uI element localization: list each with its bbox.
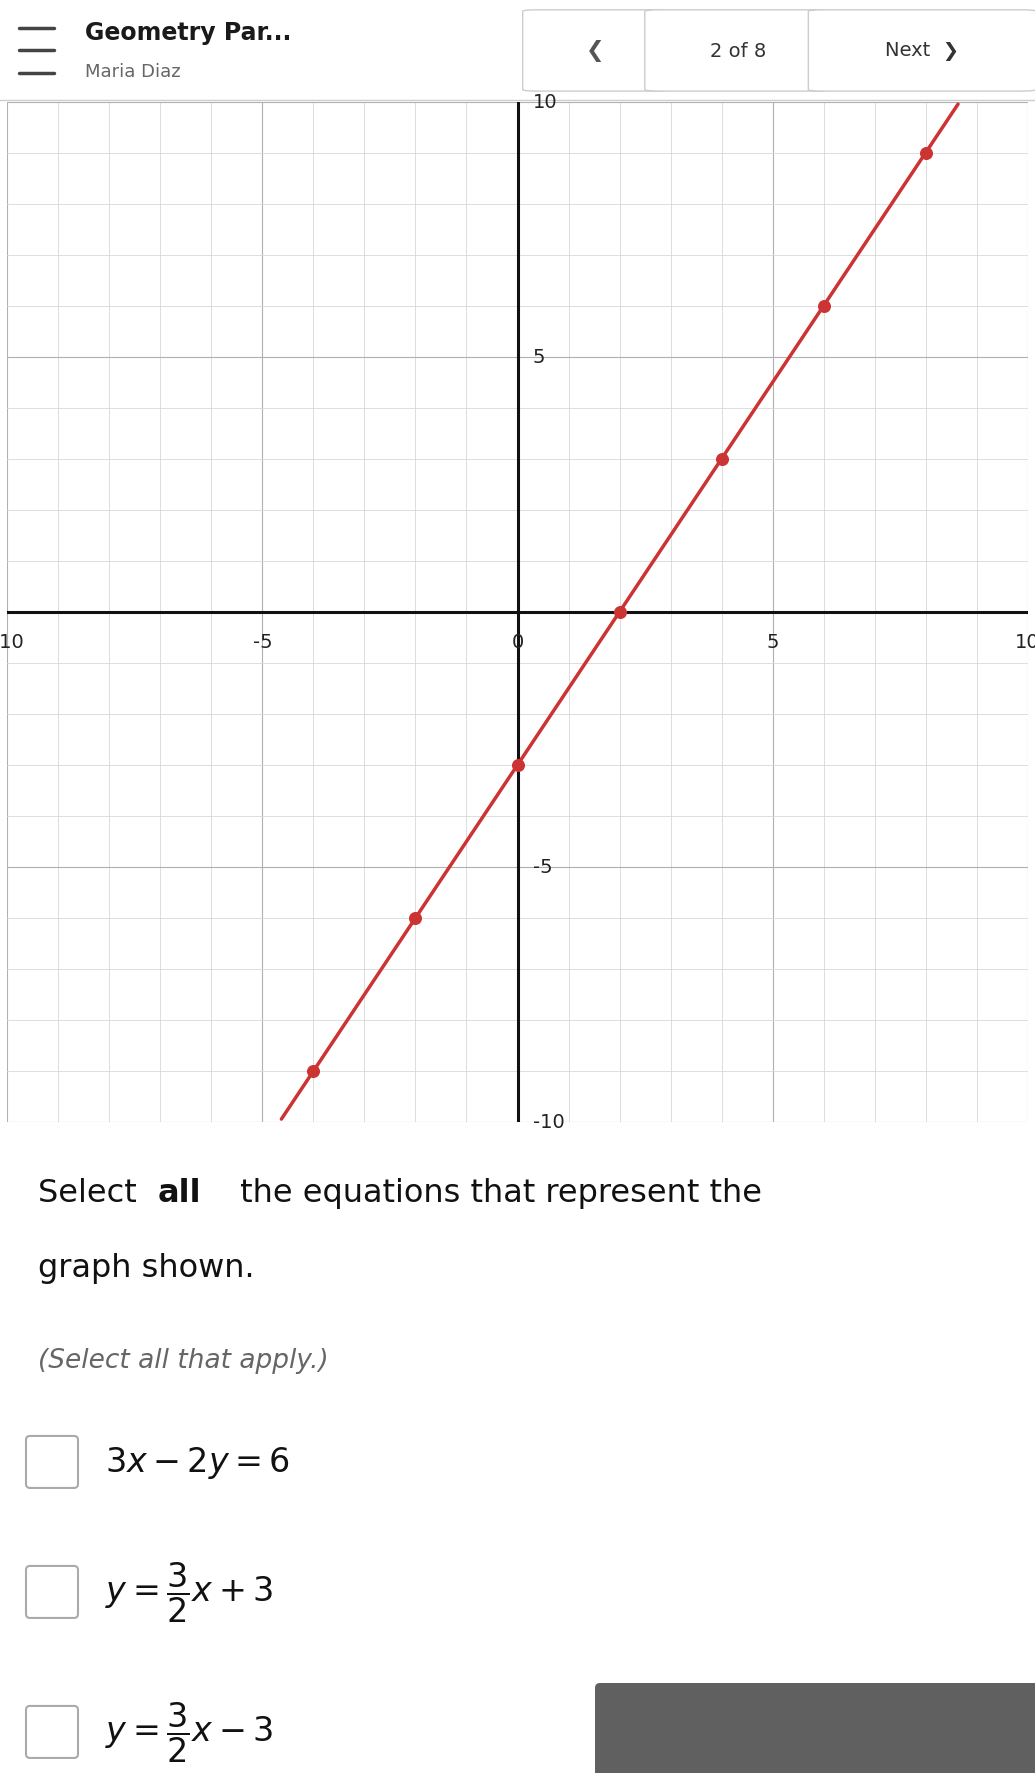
FancyBboxPatch shape (645, 11, 831, 92)
Text: 5: 5 (533, 348, 545, 367)
Text: -10: -10 (533, 1113, 564, 1131)
Point (305, 1057, 322, 1085)
FancyBboxPatch shape (26, 1436, 78, 1488)
Text: 10: 10 (1015, 633, 1035, 652)
Text: (Select all that apply.): (Select all that apply.) (38, 1347, 329, 1372)
Text: 10: 10 (533, 94, 558, 112)
Point (407, 904, 423, 933)
Text: -10: -10 (0, 633, 24, 652)
Text: graph shown.: graph shown. (38, 1252, 255, 1284)
Text: the equations that represent the: the equations that represent the (230, 1177, 762, 1207)
Text: $y = \dfrac{3}{2}x + 3$: $y = \dfrac{3}{2}x + 3$ (105, 1560, 273, 1624)
Text: all: all (158, 1177, 202, 1207)
FancyBboxPatch shape (26, 1566, 78, 1619)
Point (509, 752, 526, 780)
Point (612, 599, 628, 628)
Text: ❮: ❮ (586, 41, 604, 62)
Text: $y = \dfrac{3}{2}x - 3$: $y = \dfrac{3}{2}x - 3$ (105, 1700, 273, 1764)
Point (713, 445, 730, 473)
FancyBboxPatch shape (26, 1706, 78, 1759)
Point (816, 293, 832, 321)
FancyBboxPatch shape (808, 11, 1035, 92)
Text: Maria Diaz: Maria Diaz (85, 64, 180, 82)
FancyBboxPatch shape (523, 11, 668, 92)
Text: $3x - 2y = 6$: $3x - 2y = 6$ (105, 1445, 290, 1480)
Text: Geometry Par...: Geometry Par... (85, 21, 291, 44)
Text: 5: 5 (766, 633, 778, 652)
Text: Select: Select (38, 1177, 147, 1207)
Text: -5: -5 (533, 858, 553, 878)
Text: Next  ❯: Next ❯ (885, 43, 959, 60)
Text: -5: -5 (253, 633, 272, 652)
FancyBboxPatch shape (595, 1683, 1035, 1773)
Point (917, 140, 934, 168)
Text: 2 of 8: 2 of 8 (710, 43, 766, 60)
Text: 0: 0 (511, 633, 524, 652)
